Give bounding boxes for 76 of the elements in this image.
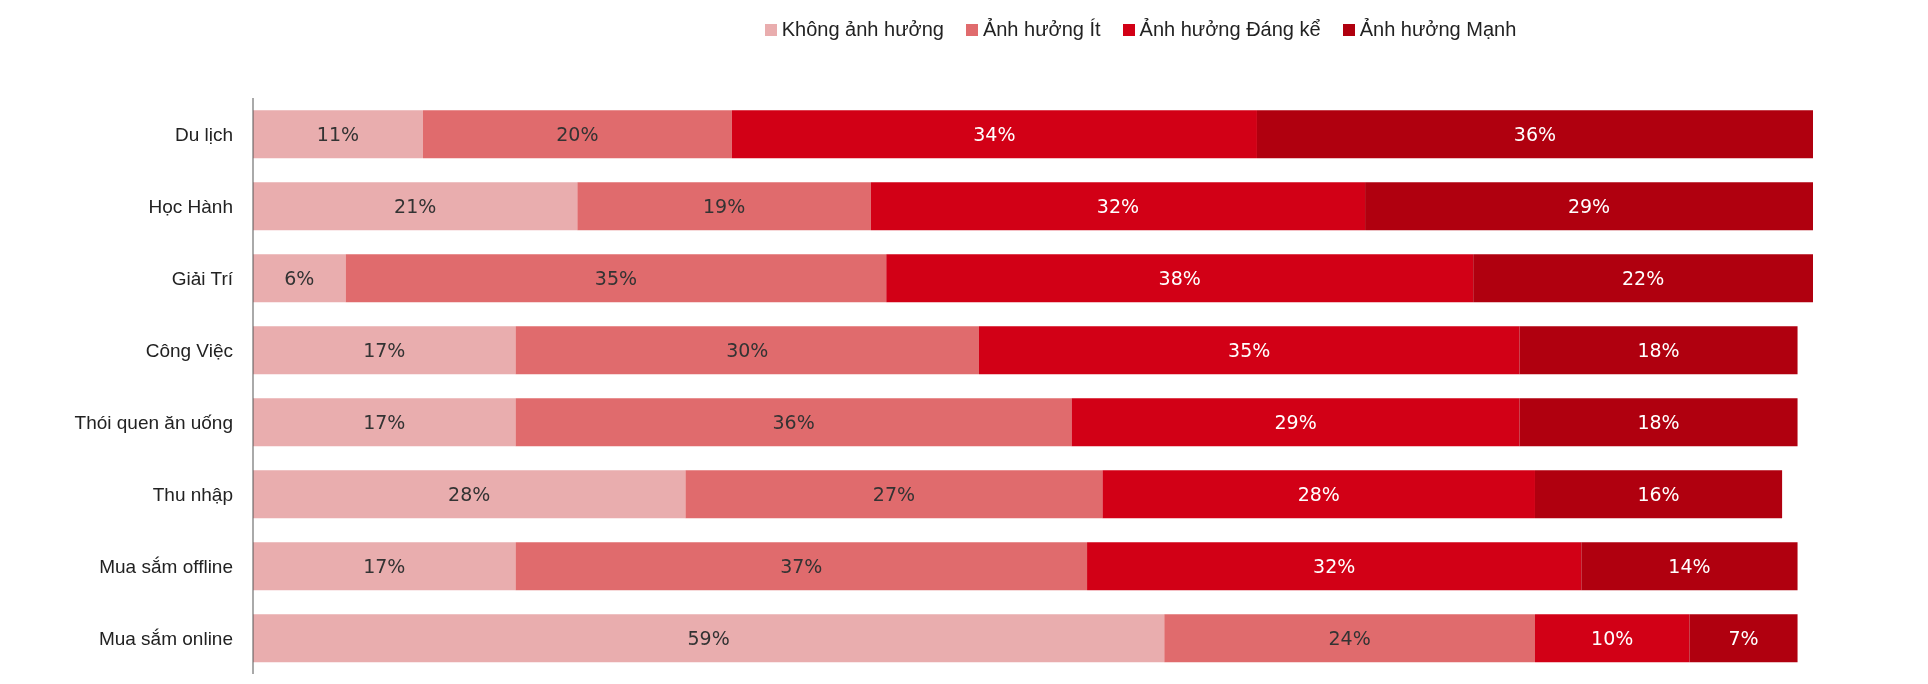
data-label: 38%: [1158, 266, 1201, 289]
bar: [1689, 614, 1798, 663]
data-label: 17%: [363, 554, 406, 577]
bar: [345, 254, 887, 303]
bar: [253, 326, 516, 375]
bar: [1534, 614, 1690, 663]
data-label: 6%: [284, 266, 315, 289]
bar: [253, 614, 1165, 663]
data-label: 34%: [973, 122, 1016, 145]
y-tick-label: Du lịch: [174, 123, 233, 145]
bar: [253, 470, 686, 519]
legend-label: Ảnh hưởng Mạnh: [1359, 18, 1517, 41]
data-label: 37%: [780, 554, 823, 577]
data-label: 17%: [363, 338, 406, 361]
data-label: 28%: [448, 482, 491, 505]
bar: [978, 326, 1520, 375]
bar: [515, 398, 1072, 447]
data-label: 30%: [726, 338, 769, 361]
bar: [253, 398, 516, 447]
data-label: 18%: [1637, 338, 1680, 361]
bar: [1102, 470, 1535, 519]
data-label: 32%: [1313, 554, 1356, 577]
data-label: 16%: [1637, 482, 1680, 505]
bar: [1256, 110, 1813, 159]
data-label: 29%: [1274, 410, 1317, 433]
y-tick-label: Thói quen ăn uống: [74, 411, 233, 433]
bar: [253, 182, 578, 231]
data-label: 7%: [1728, 626, 1759, 649]
bar: [515, 326, 979, 375]
data-label: 35%: [594, 266, 638, 289]
data-label: 28%: [1297, 482, 1340, 505]
bar: [253, 254, 346, 303]
bar: [253, 110, 423, 159]
bar: [731, 110, 1257, 159]
legend-label: Không ảnh hưởng: [781, 18, 944, 41]
bar: [1581, 542, 1798, 591]
y-tick-label: Học Hành: [148, 195, 233, 217]
data-label: 14%: [1668, 554, 1711, 577]
y-tick-label: Mua sắm offline: [99, 555, 233, 577]
bar: [1534, 470, 1783, 519]
data-label: 20%: [556, 122, 599, 145]
data-label: 21%: [394, 194, 437, 217]
bar: [515, 542, 1088, 591]
legend-label: Ảnh hưởng Đáng kể: [1139, 18, 1321, 41]
bar: [870, 182, 1366, 231]
data-label: 59%: [687, 626, 730, 649]
bar: [1365, 182, 1813, 231]
bar: [1087, 542, 1582, 591]
bar: [1519, 326, 1798, 375]
data-label: 27%: [872, 482, 916, 505]
bar: [1164, 614, 1535, 663]
data-label: 32%: [1096, 194, 1140, 217]
data-label: 36%: [1513, 122, 1557, 145]
y-tick-label: Giải Trí: [171, 267, 234, 289]
data-label: 36%: [772, 410, 815, 433]
data-label: 35%: [1228, 338, 1271, 361]
data-label: 22%: [1621, 266, 1665, 289]
data-label: 29%: [1567, 194, 1611, 217]
bar: [253, 542, 516, 591]
y-tick-label: Thu nhập: [152, 483, 233, 505]
data-label: 19%: [702, 194, 746, 217]
data-label: 11%: [316, 122, 360, 145]
bar: [577, 182, 871, 231]
bar: [1473, 254, 1813, 303]
data-label: 10%: [1591, 626, 1634, 649]
bar: [422, 110, 732, 159]
data-label: 18%: [1637, 410, 1680, 433]
bar: [1519, 398, 1798, 447]
data-label: 24%: [1328, 626, 1371, 649]
bar: [886, 254, 1474, 303]
data-label: 17%: [363, 410, 406, 433]
bar: [685, 470, 1103, 519]
bar: [1071, 398, 1520, 447]
y-tick-label: Mua sắm online: [98, 627, 233, 649]
legend-label: Ảnh hưởng Ít: [982, 18, 1101, 41]
y-tick-label: Công Việc: [145, 339, 233, 361]
